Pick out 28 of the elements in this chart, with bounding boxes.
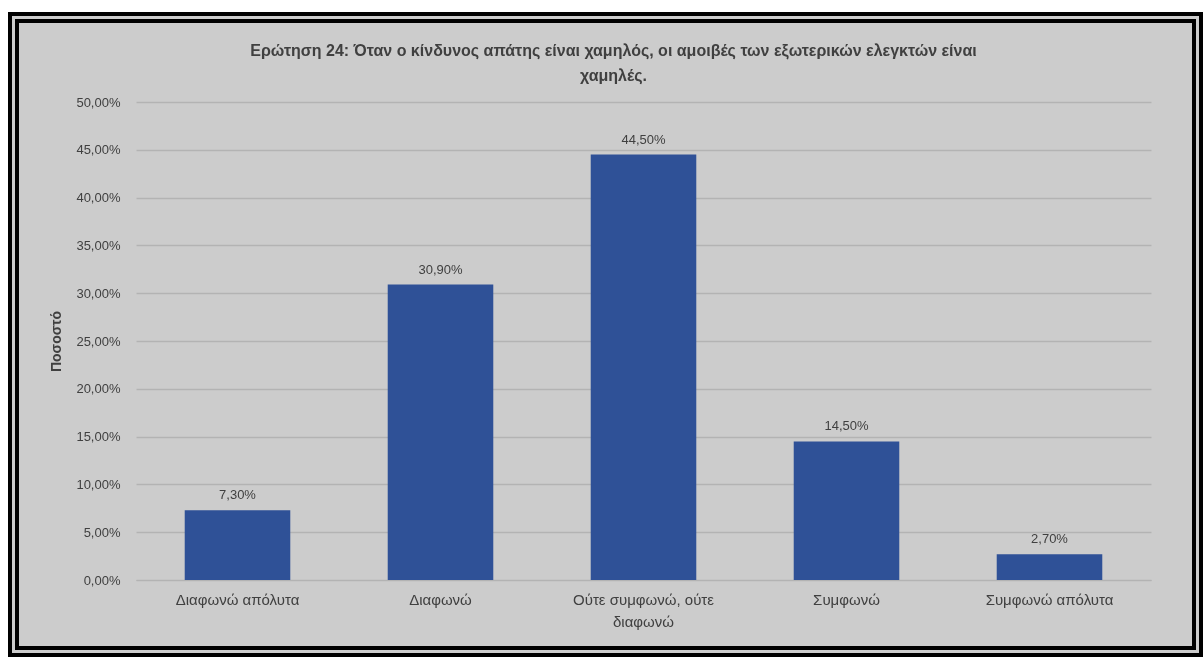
y-tick-label: 25,00% (76, 333, 121, 349)
y-tick-label: 0,00% (83, 572, 121, 588)
x-tick-label: Συμφωνώ απόλυτα (985, 590, 1114, 608)
bar (184, 510, 291, 580)
x-tick-label: Συμφωνώ (813, 590, 881, 608)
y-tick-label: 20,00% (76, 381, 121, 397)
y-tick-label: 35,00% (76, 237, 121, 253)
data-label: 30,90% (418, 261, 463, 277)
y-tick-label: 40,00% (76, 190, 121, 206)
y-tick-label: 45,00% (76, 142, 121, 158)
bar (996, 554, 1103, 580)
data-label: 44,50% (621, 131, 666, 147)
y-tick-label: 50,00% (76, 94, 121, 110)
x-tick-label: Διαφωνώ (409, 590, 473, 608)
data-label: 2,70% (1031, 531, 1069, 547)
y-axis-title: Ποσοστό (48, 310, 65, 373)
bar (387, 284, 494, 580)
chart-title: Ερώτηση 24: Όταν ο κίνδυνος απάτης είναι χαμηλός, οι αμοιβές των εξωτερικών ελεγκτών είναι χαμηλές. (250, 42, 977, 85)
x-tick-label: Ούτε συμφωνώ, ούτε διαφωνώ (573, 590, 715, 630)
x-tick-label: Διαφωνώ απόλυτα (175, 590, 300, 608)
y-tick-label: 5,00% (83, 524, 121, 540)
y-tick-label: 15,00% (76, 429, 121, 445)
data-label: 7,30% (219, 487, 257, 503)
y-tick-label: 10,00% (76, 476, 121, 492)
bar (793, 441, 900, 580)
y-tick-label: 30,00% (76, 285, 121, 301)
bar (590, 154, 697, 580)
data-label: 14,50% (824, 418, 869, 434)
